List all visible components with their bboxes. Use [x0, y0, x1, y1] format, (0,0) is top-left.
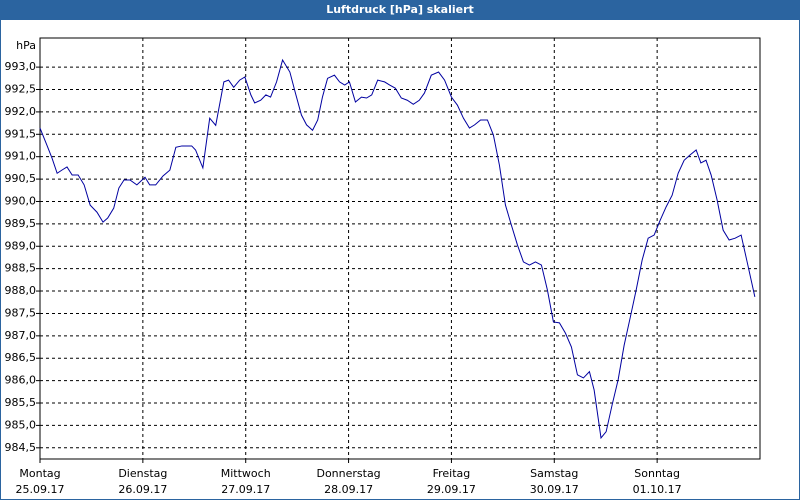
x-tick-label: Freitag [433, 467, 471, 480]
chart-title: Luftdruck [hPa] skaliert [326, 3, 474, 16]
y-tick-label: 985,0 [5, 418, 37, 431]
y-tick-label: 986,0 [5, 374, 37, 387]
y-tick-label: 987,0 [5, 329, 37, 342]
y-tick-label: 985,5 [5, 396, 37, 409]
y-tick-label: 991,5 [5, 127, 37, 140]
x-tick-date: 28.09.17 [324, 483, 373, 496]
y-axis-label: hPa [16, 39, 36, 52]
y-tick-label: 992,0 [5, 105, 37, 118]
x-tick-label: Montag [19, 467, 60, 480]
x-tick-label: Dienstag [118, 467, 167, 480]
y-tick-label: 990,0 [5, 194, 37, 207]
x-tick-label: Sonntag [634, 467, 680, 480]
x-tick-label: Mittwoch [221, 467, 271, 480]
y-tick-label: 991,0 [5, 150, 37, 163]
x-tick-date: 29.09.17 [427, 483, 476, 496]
x-tick-date: 27.09.17 [221, 483, 270, 496]
data-line [39, 58, 756, 440]
y-tick-label: 987,5 [5, 306, 37, 319]
plot-border [39, 37, 761, 460]
x-tick-date: 01.10.17 [633, 483, 682, 496]
x-tick-label: Samstag [530, 467, 578, 480]
y-tick-label: 993,0 [5, 60, 37, 73]
y-tick-label: 986,5 [5, 351, 37, 364]
plot-area [40, 38, 760, 459]
y-tick-label: 992,5 [5, 83, 37, 96]
title-bar [0, 0, 800, 19]
y-tick-label: 984,5 [5, 441, 37, 454]
y-tick-label: 990,5 [5, 172, 37, 185]
y-tick-label: 988,5 [5, 262, 37, 275]
x-tick-date: 30.09.17 [530, 483, 579, 496]
y-tick-label: 989,5 [5, 217, 37, 230]
x-tick-date: 26.09.17 [118, 483, 167, 496]
x-tick-date: 25.09.17 [16, 483, 65, 496]
y-tick-label: 989,0 [5, 239, 37, 252]
x-tick-label: Donnerstag [316, 467, 380, 480]
y-tick-label: 988,0 [5, 284, 37, 297]
